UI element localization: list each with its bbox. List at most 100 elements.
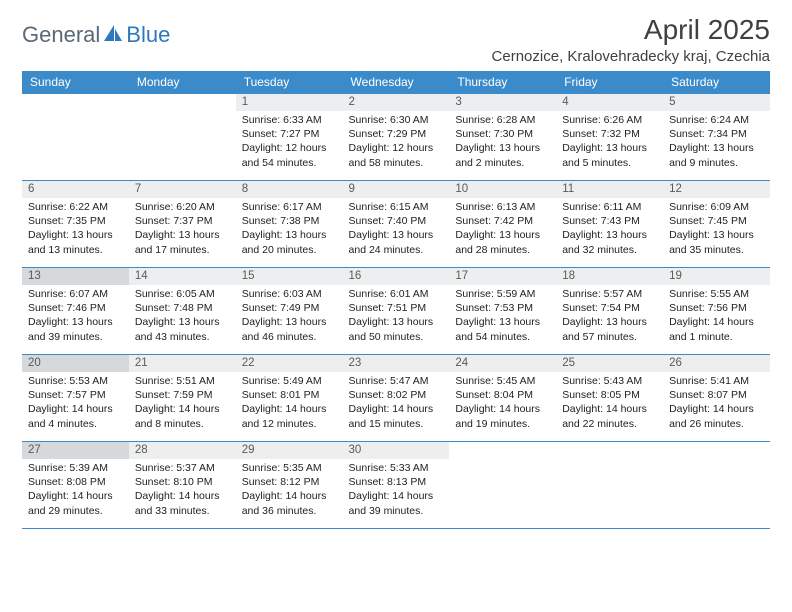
sunrise-text: Sunrise: 6:33 AM bbox=[242, 113, 337, 127]
day-details: Sunrise: 6:11 AMSunset: 7:43 PMDaylight:… bbox=[556, 198, 663, 259]
day-number: 12 bbox=[663, 181, 770, 198]
calendar-week-row: 6Sunrise: 6:22 AMSunset: 7:35 PMDaylight… bbox=[22, 181, 770, 268]
calendar-cell: 10Sunrise: 6:13 AMSunset: 7:42 PMDayligh… bbox=[449, 181, 556, 268]
sunrise-text: Sunrise: 5:57 AM bbox=[562, 287, 657, 301]
sunrise-text: Sunrise: 6:11 AM bbox=[562, 200, 657, 214]
day-number: 6 bbox=[22, 181, 129, 198]
sunrise-text: Sunrise: 5:51 AM bbox=[135, 374, 230, 388]
day-number: 7 bbox=[129, 181, 236, 198]
sunset-text: Sunset: 7:35 PM bbox=[28, 214, 123, 228]
sunset-text: Sunset: 7:45 PM bbox=[669, 214, 764, 228]
weekday-header: Saturday bbox=[663, 71, 770, 94]
calendar-cell bbox=[556, 442, 663, 529]
sunset-text: Sunset: 7:30 PM bbox=[455, 127, 550, 141]
day-details: Sunrise: 5:39 AMSunset: 8:08 PMDaylight:… bbox=[22, 459, 129, 520]
day-details: Sunrise: 5:51 AMSunset: 7:59 PMDaylight:… bbox=[129, 372, 236, 433]
sunset-text: Sunset: 8:02 PM bbox=[349, 388, 444, 402]
calendar-cell: 4Sunrise: 6:26 AMSunset: 7:32 PMDaylight… bbox=[556, 94, 663, 181]
header: General Blue April 2025 Cernozice, Kralo… bbox=[22, 14, 770, 65]
day-details: Sunrise: 5:45 AMSunset: 8:04 PMDaylight:… bbox=[449, 372, 556, 433]
title-block: April 2025 Cernozice, Kralovehradecky kr… bbox=[492, 14, 770, 65]
day-number: 30 bbox=[343, 442, 450, 459]
calendar-cell bbox=[663, 442, 770, 529]
calendar-cell: 6 Sunrise: 6:22 AMSunset: 7:35 PMDaylight… bbox=[22, 181, 129, 268]
daylight-text: Daylight: 14 hours and 15 minutes. bbox=[349, 402, 444, 430]
sunrise-text: Sunrise: 6:07 AM bbox=[28, 287, 123, 301]
logo-text-blue: Blue bbox=[126, 22, 170, 48]
sunset-text: Sunset: 7:46 PM bbox=[28, 301, 123, 315]
calendar-cell: 22Sunrise: 5:49 AMSunset: 8:01 PMDayligh… bbox=[236, 355, 343, 442]
daylight-text: Daylight: 13 hours and 20 minutes. bbox=[242, 228, 337, 256]
day-number: 25 bbox=[556, 355, 663, 372]
sunrise-text: Sunrise: 6:09 AM bbox=[669, 200, 764, 214]
day-number: 4 bbox=[556, 94, 663, 111]
day-number: 27 bbox=[22, 442, 129, 459]
day-details: Sunrise: 6:07 AMSunset: 7:46 PMDaylight:… bbox=[22, 285, 129, 346]
sunrise-text: Sunrise: 6:15 AM bbox=[349, 200, 444, 214]
sunrise-text: Sunrise: 6:13 AM bbox=[455, 200, 550, 214]
sunset-text: Sunset: 7:27 PM bbox=[242, 127, 337, 141]
day-number: 18 bbox=[556, 268, 663, 285]
sunset-text: Sunset: 7:34 PM bbox=[669, 127, 764, 141]
daylight-text: Daylight: 13 hours and 43 minutes. bbox=[135, 315, 230, 343]
day-number: 22 bbox=[236, 355, 343, 372]
day-number: 13 bbox=[22, 268, 129, 285]
sunrise-text: Sunrise: 5:53 AM bbox=[28, 374, 123, 388]
daylight-text: Daylight: 14 hours and 26 minutes. bbox=[669, 402, 764, 430]
daylight-text: Daylight: 14 hours and 4 minutes. bbox=[28, 402, 123, 430]
daylight-text: Daylight: 13 hours and 13 minutes. bbox=[28, 228, 123, 256]
day-number: 19 bbox=[663, 268, 770, 285]
sunrise-text: Sunrise: 5:45 AM bbox=[455, 374, 550, 388]
sunset-text: Sunset: 7:38 PM bbox=[242, 214, 337, 228]
weekday-header: Tuesday bbox=[236, 71, 343, 94]
logo-text-general: General bbox=[22, 22, 100, 48]
day-number: 28 bbox=[129, 442, 236, 459]
day-details: Sunrise: 5:41 AMSunset: 8:07 PMDaylight:… bbox=[663, 372, 770, 433]
day-details: Sunrise: 5:53 AMSunset: 7:57 PMDaylight:… bbox=[22, 372, 129, 433]
day-details: Sunrise: 5:33 AMSunset: 8:13 PMDaylight:… bbox=[343, 459, 450, 520]
calendar-week-row: 1Sunrise: 6:33 AMSunset: 7:27 PMDaylight… bbox=[22, 94, 770, 181]
daylight-text: Daylight: 14 hours and 22 minutes. bbox=[562, 402, 657, 430]
daylight-text: Daylight: 13 hours and 17 minutes. bbox=[135, 228, 230, 256]
day-number: 23 bbox=[343, 355, 450, 372]
day-number: 24 bbox=[449, 355, 556, 372]
calendar-week-row: 27Sunrise: 5:39 AMSunset: 8:08 PMDayligh… bbox=[22, 442, 770, 529]
daylight-text: Daylight: 14 hours and 29 minutes. bbox=[28, 489, 123, 517]
sunrise-text: Sunrise: 6:05 AM bbox=[135, 287, 230, 301]
sunrise-text: Sunrise: 6:24 AM bbox=[669, 113, 764, 127]
sunset-text: Sunset: 7:29 PM bbox=[349, 127, 444, 141]
sunrise-text: Sunrise: 6:20 AM bbox=[135, 200, 230, 214]
calendar-cell: 28Sunrise: 5:37 AMSunset: 8:10 PMDayligh… bbox=[129, 442, 236, 529]
sunset-text: Sunset: 7:32 PM bbox=[562, 127, 657, 141]
sunrise-text: Sunrise: 6:22 AM bbox=[28, 200, 123, 214]
calendar-week-row: 20Sunrise: 5:53 AMSunset: 7:57 PMDayligh… bbox=[22, 355, 770, 442]
calendar-cell: 26Sunrise: 5:41 AMSunset: 8:07 PMDayligh… bbox=[663, 355, 770, 442]
sunset-text: Sunset: 7:54 PM bbox=[562, 301, 657, 315]
sunrise-text: Sunrise: 5:49 AM bbox=[242, 374, 337, 388]
calendar-cell: 16Sunrise: 6:01 AMSunset: 7:51 PMDayligh… bbox=[343, 268, 450, 355]
day-number: 29 bbox=[236, 442, 343, 459]
day-number: 26 bbox=[663, 355, 770, 372]
calendar-cell: 21Sunrise: 5:51 AMSunset: 7:59 PMDayligh… bbox=[129, 355, 236, 442]
daylight-text: Daylight: 14 hours and 33 minutes. bbox=[135, 489, 230, 517]
day-number: 11 bbox=[556, 181, 663, 198]
sunset-text: Sunset: 7:40 PM bbox=[349, 214, 444, 228]
calendar-cell: 5Sunrise: 6:24 AMSunset: 7:34 PMDaylight… bbox=[663, 94, 770, 181]
calendar-cell: 1Sunrise: 6:33 AMSunset: 7:27 PMDaylight… bbox=[236, 94, 343, 181]
sunset-text: Sunset: 8:10 PM bbox=[135, 475, 230, 489]
day-number: 5 bbox=[663, 94, 770, 111]
day-number: 16 bbox=[343, 268, 450, 285]
day-details: Sunrise: 5:55 AMSunset: 7:56 PMDaylight:… bbox=[663, 285, 770, 346]
day-details: Sunrise: 5:37 AMSunset: 8:10 PMDaylight:… bbox=[129, 459, 236, 520]
sunrise-text: Sunrise: 5:55 AM bbox=[669, 287, 764, 301]
daylight-text: Daylight: 13 hours and 9 minutes. bbox=[669, 141, 764, 169]
sunrise-text: Sunrise: 6:01 AM bbox=[349, 287, 444, 301]
sunrise-text: Sunrise: 5:37 AM bbox=[135, 461, 230, 475]
calendar-cell: 25Sunrise: 5:43 AMSunset: 8:05 PMDayligh… bbox=[556, 355, 663, 442]
day-details: Sunrise: 6:24 AMSunset: 7:34 PMDaylight:… bbox=[663, 111, 770, 172]
daylight-text: Daylight: 13 hours and 2 minutes. bbox=[455, 141, 550, 169]
sunrise-text: Sunrise: 6:26 AM bbox=[562, 113, 657, 127]
weekday-header: Thursday bbox=[449, 71, 556, 94]
day-number: 8 bbox=[236, 181, 343, 198]
daylight-text: Daylight: 13 hours and 39 minutes. bbox=[28, 315, 123, 343]
